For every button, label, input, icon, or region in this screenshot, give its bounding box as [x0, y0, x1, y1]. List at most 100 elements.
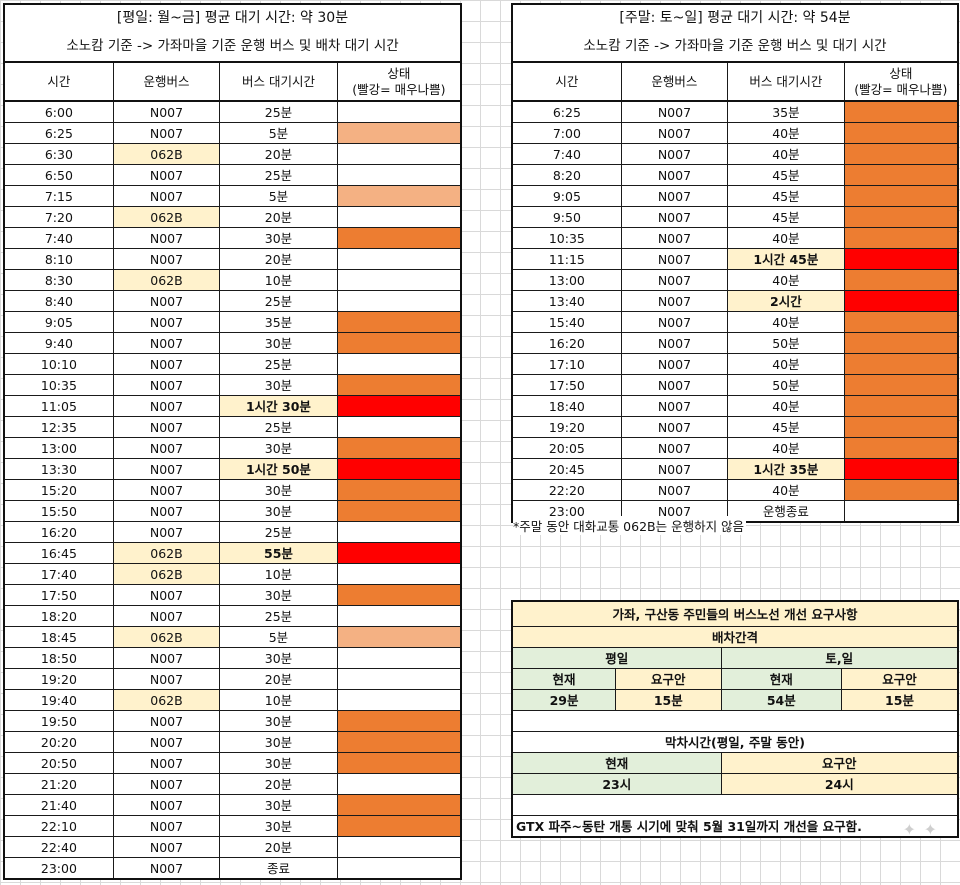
status-cell — [336, 122, 462, 144]
status-cell — [843, 311, 959, 333]
table-row: 8:10 N007 20분 — [3, 248, 462, 270]
wait-cell: 30분 — [219, 710, 338, 732]
table-row: 15:20 N007 30분 — [3, 479, 462, 501]
bus-cell: N007 — [620, 290, 729, 312]
weekday-subtitle: 소노캄 기준 -> 가좌마을 기준 운행 버스 및 배차 대기 시간 — [4, 31, 461, 63]
bus-cell: 062B — [112, 206, 221, 228]
time-cell: 18:45 — [3, 626, 114, 648]
time-cell: 6:00 — [3, 100, 114, 123]
status-cell — [336, 227, 462, 249]
table-row: 21:40 N007 30분 — [3, 794, 462, 816]
bus-cell: 062B — [112, 563, 221, 585]
table-row: 20:20 N007 30분 — [3, 731, 462, 753]
bus-cell: N007 — [620, 185, 729, 207]
table-row: 10:35 N007 40분 — [511, 227, 959, 249]
time-cell: 18:50 — [3, 647, 114, 669]
bus-cell: N007 — [112, 458, 221, 480]
time-cell: 6:25 — [3, 122, 114, 144]
weekend-note: *주말 동안 대화교통 062B는 운행하지 않음 — [513, 516, 747, 535]
bus-cell: N007 — [112, 416, 221, 438]
wait-cell: 10분 — [219, 269, 338, 291]
weekday-rows: 6:00 N007 25분 6:25 N007 5분 6:30 062B 20분 6:50 N007… — [3, 100, 462, 880]
wait-cell: 40분 — [727, 269, 845, 291]
status-cell — [336, 626, 462, 648]
time-cell: 20:05 — [511, 437, 622, 459]
time-cell: 16:45 — [3, 542, 114, 564]
weekend-table: [주말: 토~일] 평균 대기 시간: 약 54분 소노캄 기준 -> 가좌마을… — [511, 3, 959, 523]
weekday-proposed-value: 15분 — [615, 689, 722, 711]
weekend-rows: 6:25 N007 35분 7:00 N007 40분 7:40 N007 40분 8:20 N00… — [511, 100, 959, 523]
status-cell — [843, 227, 959, 249]
last-proposed-value: 24시 — [720, 773, 959, 795]
time-cell: 15:50 — [3, 500, 114, 522]
table-row: 6:30 062B 20분 — [3, 143, 462, 165]
time-cell: 22:20 — [511, 479, 622, 501]
status-cell — [336, 269, 462, 291]
status-cell — [336, 206, 462, 228]
status-cell — [336, 100, 462, 123]
time-cell: 13:30 — [3, 458, 114, 480]
status-cell — [336, 689, 462, 711]
bus-cell: N007 — [620, 311, 729, 333]
table-row: 22:20 N007 40분 — [511, 479, 959, 501]
status-cell — [336, 836, 462, 858]
status-cell — [336, 563, 462, 585]
table-row: 20:50 N007 30분 — [3, 752, 462, 774]
time-cell: 19:40 — [3, 689, 114, 711]
header-wait: 버스 대기시간 — [219, 61, 338, 102]
table-row: 7:40 N007 40분 — [511, 143, 959, 165]
wait-cell: 30분 — [219, 731, 338, 753]
last-proposed-label: 요구안 — [720, 752, 959, 774]
status-cell — [336, 857, 462, 880]
table-row: 16:20 N007 25분 — [3, 521, 462, 543]
wait-cell: 5분 — [219, 626, 338, 648]
time-cell: 6:30 — [3, 143, 114, 165]
time-cell: 6:50 — [3, 164, 114, 186]
table-row: 13:00 N007 30분 — [3, 437, 462, 459]
table-row: 8:40 N007 25분 — [3, 290, 462, 312]
bus-cell: N007 — [620, 395, 729, 417]
wait-cell: 25분 — [219, 290, 338, 312]
status-cell — [843, 100, 959, 123]
wait-cell: 40분 — [727, 311, 845, 333]
header-bus: 운행버스 — [620, 61, 729, 102]
bus-cell: N007 — [620, 479, 729, 501]
time-cell: 17:50 — [3, 584, 114, 606]
bus-cell: N007 — [112, 584, 221, 606]
wait-cell: 30분 — [219, 815, 338, 837]
wait-cell: 40분 — [727, 143, 845, 165]
bus-cell: N007 — [112, 100, 221, 123]
bus-cell: N007 — [620, 164, 729, 186]
wait-cell: 10분 — [219, 689, 338, 711]
wait-cell: 25분 — [219, 605, 338, 627]
status-cell — [843, 332, 959, 354]
wait-cell: 45분 — [727, 185, 845, 207]
time-cell: 10:35 — [3, 374, 114, 396]
table-row: 6:00 N007 25분 — [3, 100, 462, 123]
wait-cell: 30분 — [219, 647, 338, 669]
time-cell: 11:05 — [3, 395, 114, 417]
status-cell — [336, 374, 462, 396]
table-row: 6:25 N007 5분 — [3, 122, 462, 144]
table-row: 11:15 N007 1시간 45분 — [511, 248, 959, 270]
wait-cell: 40분 — [727, 479, 845, 501]
table-row: 6:25 N007 35분 — [511, 100, 959, 123]
bus-cell: N007 — [112, 752, 221, 774]
time-cell: 22:10 — [3, 815, 114, 837]
bus-cell: N007 — [112, 290, 221, 312]
status-cell — [843, 500, 959, 523]
time-cell: 22:40 — [3, 836, 114, 858]
bus-cell: N007 — [112, 857, 221, 880]
wait-cell: 종료 — [219, 857, 338, 880]
weekday-proposed-label: 요구안 — [615, 668, 722, 690]
wait-cell: 50분 — [727, 374, 845, 396]
bus-cell: N007 — [112, 836, 221, 858]
bus-cell: 062B — [112, 689, 221, 711]
header-time: 시간 — [511, 61, 622, 102]
status-cell — [336, 773, 462, 795]
spacer-row — [511, 710, 959, 732]
wait-cell: 5분 — [219, 185, 338, 207]
wait-cell: 1시간 30분 — [219, 395, 338, 417]
time-cell: 9:05 — [3, 311, 114, 333]
table-row: 18:50 N007 30분 — [3, 647, 462, 669]
